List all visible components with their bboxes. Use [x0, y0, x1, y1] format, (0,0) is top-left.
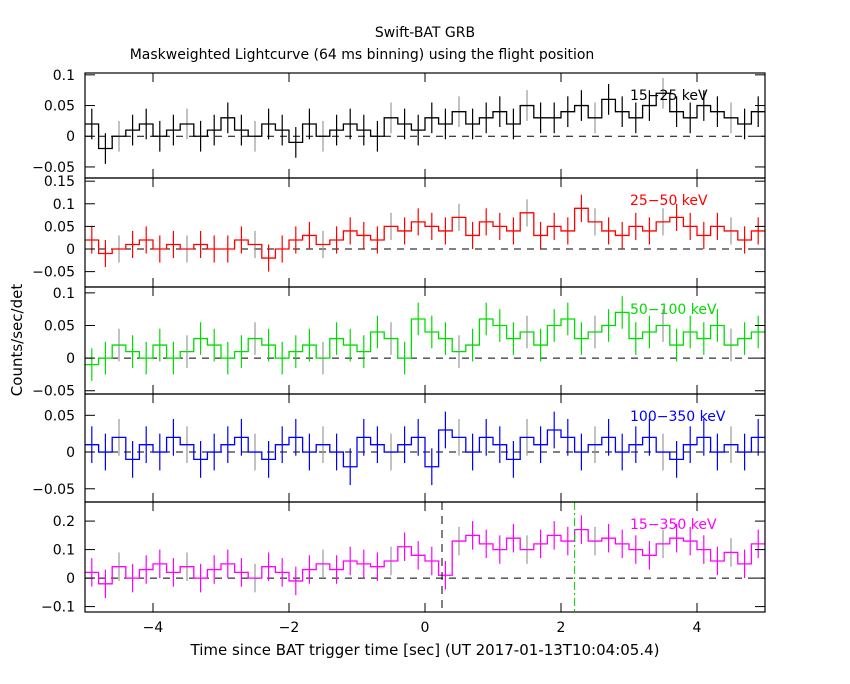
y-tick-label: 0: [66, 571, 75, 587]
x-axis-label: Time since BAT trigger time [sec] (UT 20…: [190, 641, 660, 659]
x-tick-label: −4: [143, 620, 164, 636]
y-tick-label: 0.05: [44, 219, 75, 235]
y-tick-label: 0.1: [53, 68, 75, 84]
panel-label: 50−100 keV: [630, 302, 717, 318]
panel-label: 100−350 keV: [630, 409, 726, 425]
chart-title: Swift-BAT GRB: [375, 25, 475, 41]
y-tick-label: 0: [66, 351, 75, 367]
y-tick-label: 0.2: [53, 514, 75, 530]
series-step-line: [85, 429, 765, 468]
panel-3: 0.1 0.05 0 −0.05 50−100 keV: [32, 286, 766, 400]
y-tick-label: 0: [66, 242, 75, 258]
y-tick-label: 0.05: [44, 99, 75, 115]
panel-label: 15−350 keV: [630, 517, 717, 533]
x-tick-label: 0: [421, 620, 430, 636]
y-tick-label: 0: [66, 129, 75, 145]
series-step-line: [85, 528, 765, 585]
y-tick-label: −0.05: [32, 482, 75, 498]
panel-label: 15−25 keV: [630, 88, 708, 104]
x-tick-label: 4: [693, 620, 702, 636]
series-step-line: [85, 92, 765, 150]
y-tick-label: 0.1: [53, 543, 75, 559]
x-tick-label: −2: [279, 620, 300, 636]
y-tick-label: −0.05: [32, 384, 75, 400]
y-tick-label: 0.1: [53, 197, 75, 213]
y-tick-label: 0.1: [53, 286, 75, 302]
series-step-line: [85, 207, 765, 259]
chart-subtitle: Maskweighted Lightcurve (64 ms binning) …: [130, 47, 595, 63]
y-axis-label: Counts/sec/det: [8, 284, 26, 397]
panel-2: 0.15 0.1 0.05 0 −0.05 25−50 keV: [32, 174, 766, 288]
y-tick-label: −0.05: [32, 160, 75, 176]
panel-5: 0.2 0.1 0 −0.1 15−350 keV: [41, 501, 766, 616]
series-step-line: [85, 311, 765, 366]
y-tick-label: 0.15: [44, 174, 75, 190]
y-tick-label: 0.05: [44, 318, 75, 334]
panel-label: 25−50 keV: [630, 193, 708, 209]
y-tick-label: 0: [66, 445, 75, 461]
x-tick-label: 2: [557, 620, 566, 636]
y-tick-label: 0.05: [44, 408, 75, 424]
y-tick-label: −0.1: [41, 600, 75, 616]
panel-4: 0.05 0 −0.05 100−350 keV: [32, 393, 766, 503]
panel-1: 0.1 0.05 0 −0.05 15−25 keV: [32, 68, 766, 179]
y-tick-label: −0.05: [32, 265, 75, 281]
